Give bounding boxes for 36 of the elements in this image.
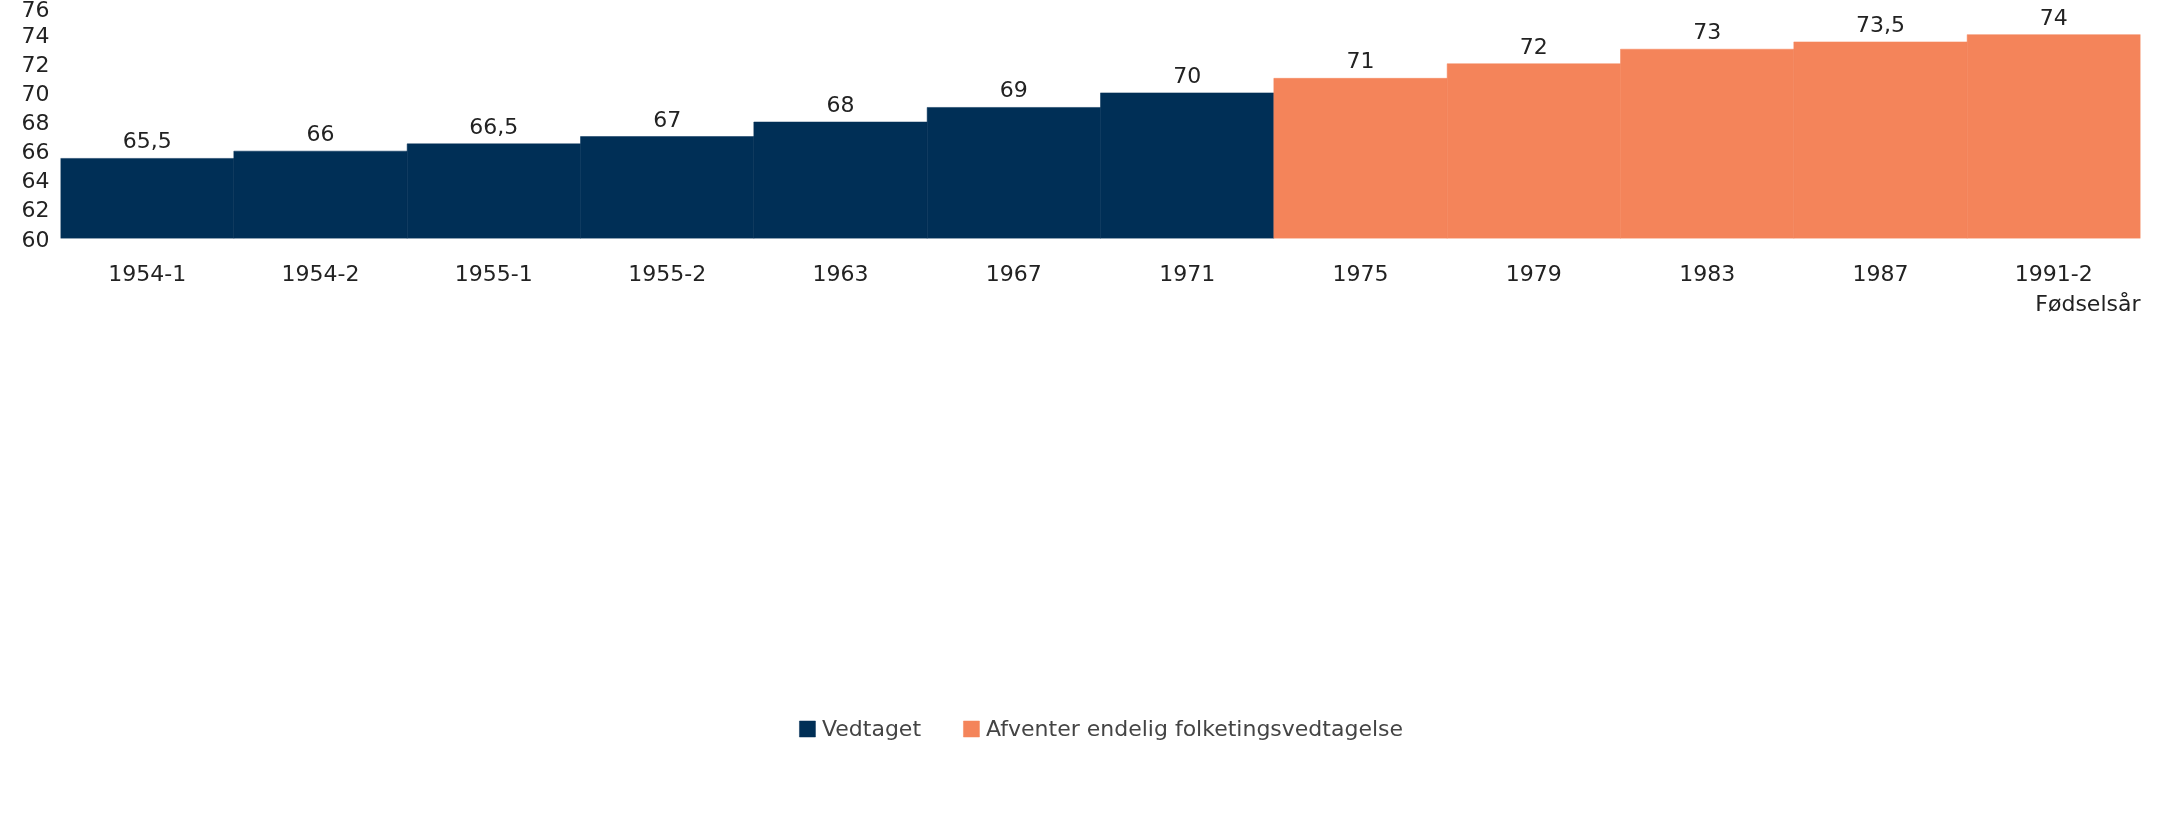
- data-label: 65,5: [122, 128, 172, 154]
- x-tick-label: 1955-1: [454, 260, 533, 286]
- data-label: 67: [653, 106, 682, 132]
- x-tick-label: 1967: [985, 260, 1042, 286]
- y-tick-label: 62: [21, 197, 50, 223]
- data-label: 73: [1693, 19, 1722, 45]
- x-tick-label: 1975: [1332, 260, 1389, 286]
- data-label: 72: [1519, 33, 1548, 59]
- x-tick-label: 1955-2: [628, 260, 707, 286]
- x-axis-title: Fødselsår: [2035, 290, 2142, 316]
- y-tick-label: 64: [21, 168, 50, 194]
- data-label: 74: [2039, 4, 2068, 30]
- x-tick-label: 1991-2: [2014, 260, 2093, 286]
- data-label: 69: [999, 77, 1028, 103]
- data-label: 70: [1173, 62, 1202, 88]
- x-tick-label: 1963: [812, 260, 869, 286]
- y-tick-label: 74: [21, 22, 50, 48]
- data-label: 68: [826, 92, 855, 117]
- x-tick-label: 1954-2: [281, 260, 360, 286]
- data-label: 66: [306, 121, 335, 147]
- data-label: 71: [1346, 48, 1375, 74]
- x-tick-label: 1979: [1505, 260, 1562, 286]
- y-tick-label: 70: [21, 80, 50, 106]
- y-tick-label: 66: [21, 139, 50, 165]
- data-label: 73,5: [1856, 11, 1905, 37]
- legend-label: Vedtaget: [821, 715, 922, 741]
- x-tick-label: 1987: [1852, 260, 1909, 286]
- x-tick-label: 1971: [1159, 260, 1216, 286]
- data-label: 66,5: [469, 113, 519, 139]
- y-tick-label: 76: [21, 0, 50, 22]
- y-tick-label: 60: [21, 226, 50, 252]
- x-tick-label: 1983: [1679, 260, 1736, 286]
- legend-label: Afventer endelig folketingsvedtagelse: [986, 715, 1404, 741]
- x-tick-label: 1954-1: [108, 260, 187, 286]
- y-tick-label: 72: [21, 51, 50, 77]
- y-tick-label: 68: [21, 110, 50, 135]
